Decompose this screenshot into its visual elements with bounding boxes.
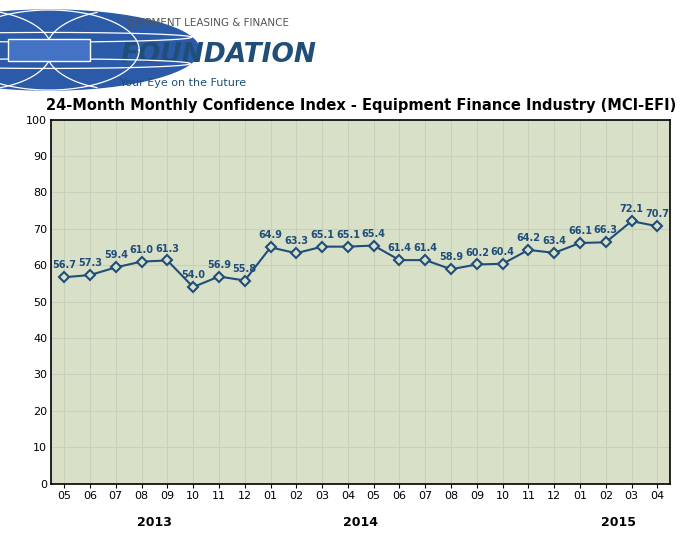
Text: EQUIPMENT LEASING & FINANCE: EQUIPMENT LEASING & FINANCE [120, 18, 289, 28]
Text: 56.9: 56.9 [207, 260, 231, 270]
Title: 24-Month Monthly Confidence Index - Equipment Finance Industry (MCI-EFI): 24-Month Monthly Confidence Index - Equi… [46, 98, 676, 113]
Text: 63.3: 63.3 [285, 236, 308, 246]
Text: 61.4: 61.4 [413, 243, 437, 253]
Text: 57.3: 57.3 [78, 258, 102, 268]
Text: 2015: 2015 [601, 517, 636, 529]
Text: 72.1: 72.1 [620, 204, 644, 214]
Text: 65.4: 65.4 [362, 229, 386, 239]
Text: 66.3: 66.3 [594, 225, 618, 235]
Text: 64.9: 64.9 [259, 230, 282, 240]
Text: 55.8: 55.8 [233, 264, 256, 274]
Text: 65.1: 65.1 [310, 230, 334, 240]
Text: 66.1: 66.1 [568, 226, 592, 236]
Text: 2014: 2014 [343, 517, 378, 529]
Text: 56.7: 56.7 [52, 260, 76, 270]
Text: 63.4: 63.4 [542, 236, 566, 246]
Text: 61.4: 61.4 [388, 243, 412, 253]
Circle shape [0, 10, 200, 90]
Text: 54.0: 54.0 [181, 270, 205, 280]
Text: 70.7: 70.7 [646, 209, 670, 219]
Text: 61.3: 61.3 [155, 244, 179, 254]
Text: 59.4: 59.4 [104, 250, 128, 260]
Text: FOUNDATION: FOUNDATION [120, 42, 317, 68]
FancyBboxPatch shape [8, 39, 90, 61]
Text: 2013: 2013 [137, 517, 172, 529]
Text: 65.1: 65.1 [336, 230, 360, 240]
Text: Your Eye on the Future: Your Eye on the Future [120, 78, 246, 88]
Text: 61.0: 61.0 [129, 245, 154, 255]
Text: 60.4: 60.4 [490, 247, 514, 257]
Text: 60.2: 60.2 [465, 247, 489, 257]
Text: 58.9: 58.9 [439, 252, 463, 262]
Text: 64.2: 64.2 [516, 233, 540, 243]
